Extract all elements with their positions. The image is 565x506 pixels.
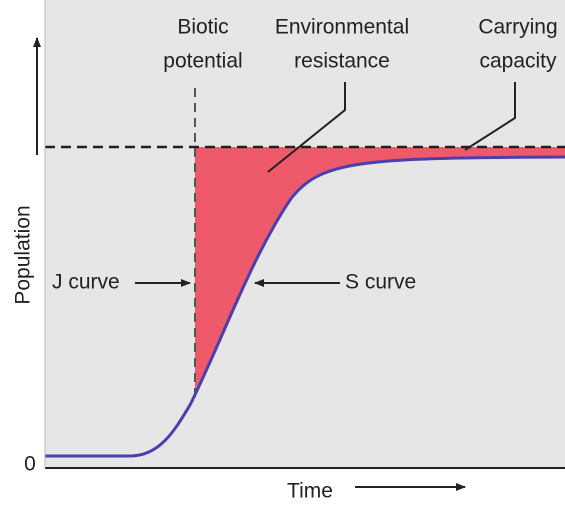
- environmental-resistance-area: [195, 147, 565, 396]
- s-curve: [45, 155, 565, 458]
- label: Biotic: [177, 16, 228, 39]
- label: resistance: [294, 50, 390, 73]
- x-axis-label: Time: [287, 480, 333, 503]
- y-axis-label: Population: [12, 205, 35, 304]
- leader-line: [464, 82, 516, 151]
- label: J curve: [52, 271, 120, 294]
- leader-line: [267, 82, 346, 173]
- label: potential: [163, 50, 242, 73]
- label: S curve: [345, 271, 416, 294]
- label: Environmental: [275, 16, 409, 39]
- label: Carrying: [478, 16, 557, 39]
- label: capacity: [479, 50, 557, 73]
- plot-background: [45, 0, 565, 468]
- origin-label: 0: [24, 453, 36, 476]
